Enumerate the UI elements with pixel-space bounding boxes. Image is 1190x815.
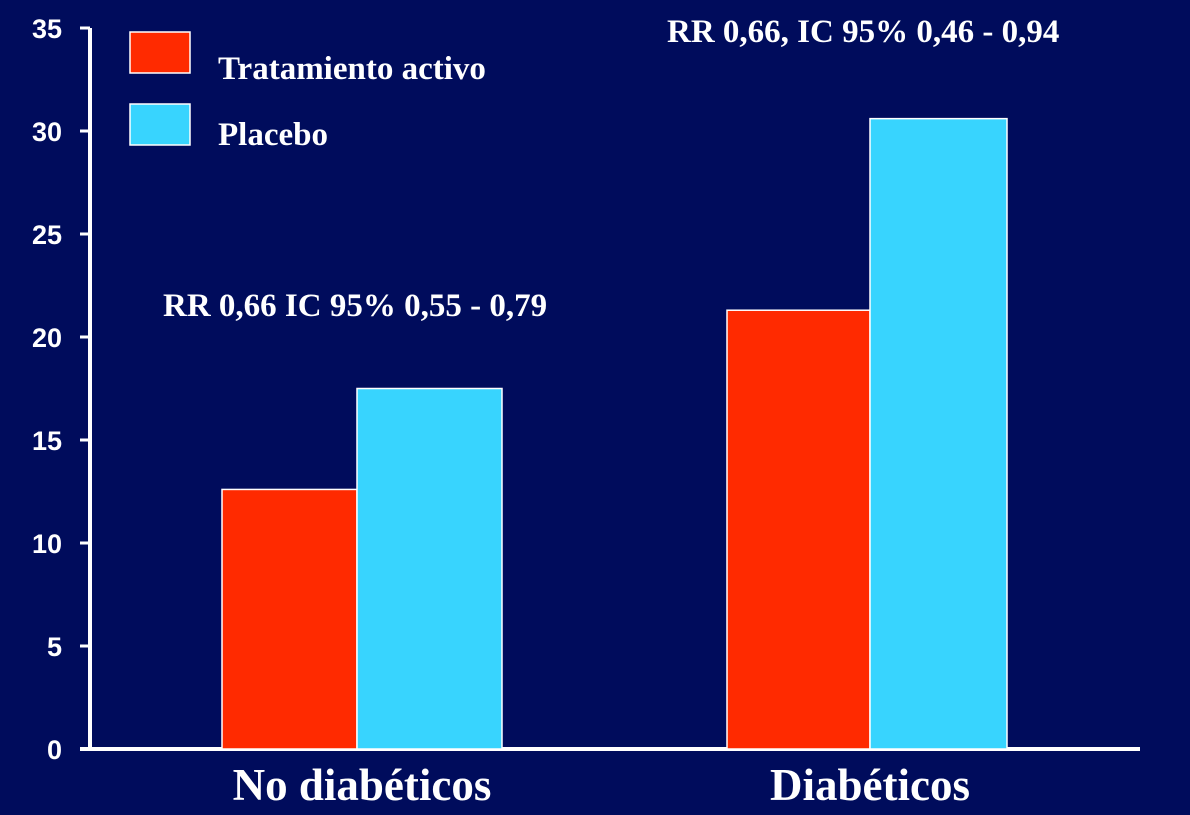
bar-placebo-diabeticos xyxy=(869,117,1008,750)
legend-label-tratamiento-activo: Tratamiento activo xyxy=(218,51,486,87)
y-tick-label: 25 xyxy=(32,220,62,250)
annotation-no-diabeticos-rr: RR 0,66 IC 95% 0,55 - 0,79 xyxy=(163,288,547,324)
bar-tratamiento-activo-diabeticos xyxy=(726,309,871,750)
legend-label-placebo: Placebo xyxy=(218,117,328,153)
y-axis-ticks: 0 5 10 15 20 25 30 35 xyxy=(32,14,90,765)
y-tick-label: 0 xyxy=(47,735,62,765)
bar-placebo-no-diabeticos xyxy=(356,387,503,750)
bar-tratamiento-activo-no-diabeticos xyxy=(221,488,358,750)
legend-swatch-tratamiento-activo xyxy=(129,31,191,74)
x-category-label: Diabéticos xyxy=(770,760,970,810)
legend-swatch-placebo xyxy=(129,103,191,146)
category-labels: No diabéticos Diabéticos xyxy=(233,760,970,810)
y-tick-label: 30 xyxy=(32,117,62,147)
y-tick-label: 5 xyxy=(47,632,62,662)
y-tick-label: 15 xyxy=(32,426,62,456)
x-category-label: No diabéticos xyxy=(233,760,492,810)
y-tick-label: 20 xyxy=(32,323,62,353)
y-tick-label: 10 xyxy=(32,529,62,559)
y-tick-label: 35 xyxy=(32,14,62,44)
bar-group xyxy=(221,117,1008,750)
annotation-diabeticos-rr: RR 0,66, IC 95% 0,46 - 0,94 xyxy=(667,14,1059,50)
legend: Tratamiento activo Placebo xyxy=(129,31,486,153)
